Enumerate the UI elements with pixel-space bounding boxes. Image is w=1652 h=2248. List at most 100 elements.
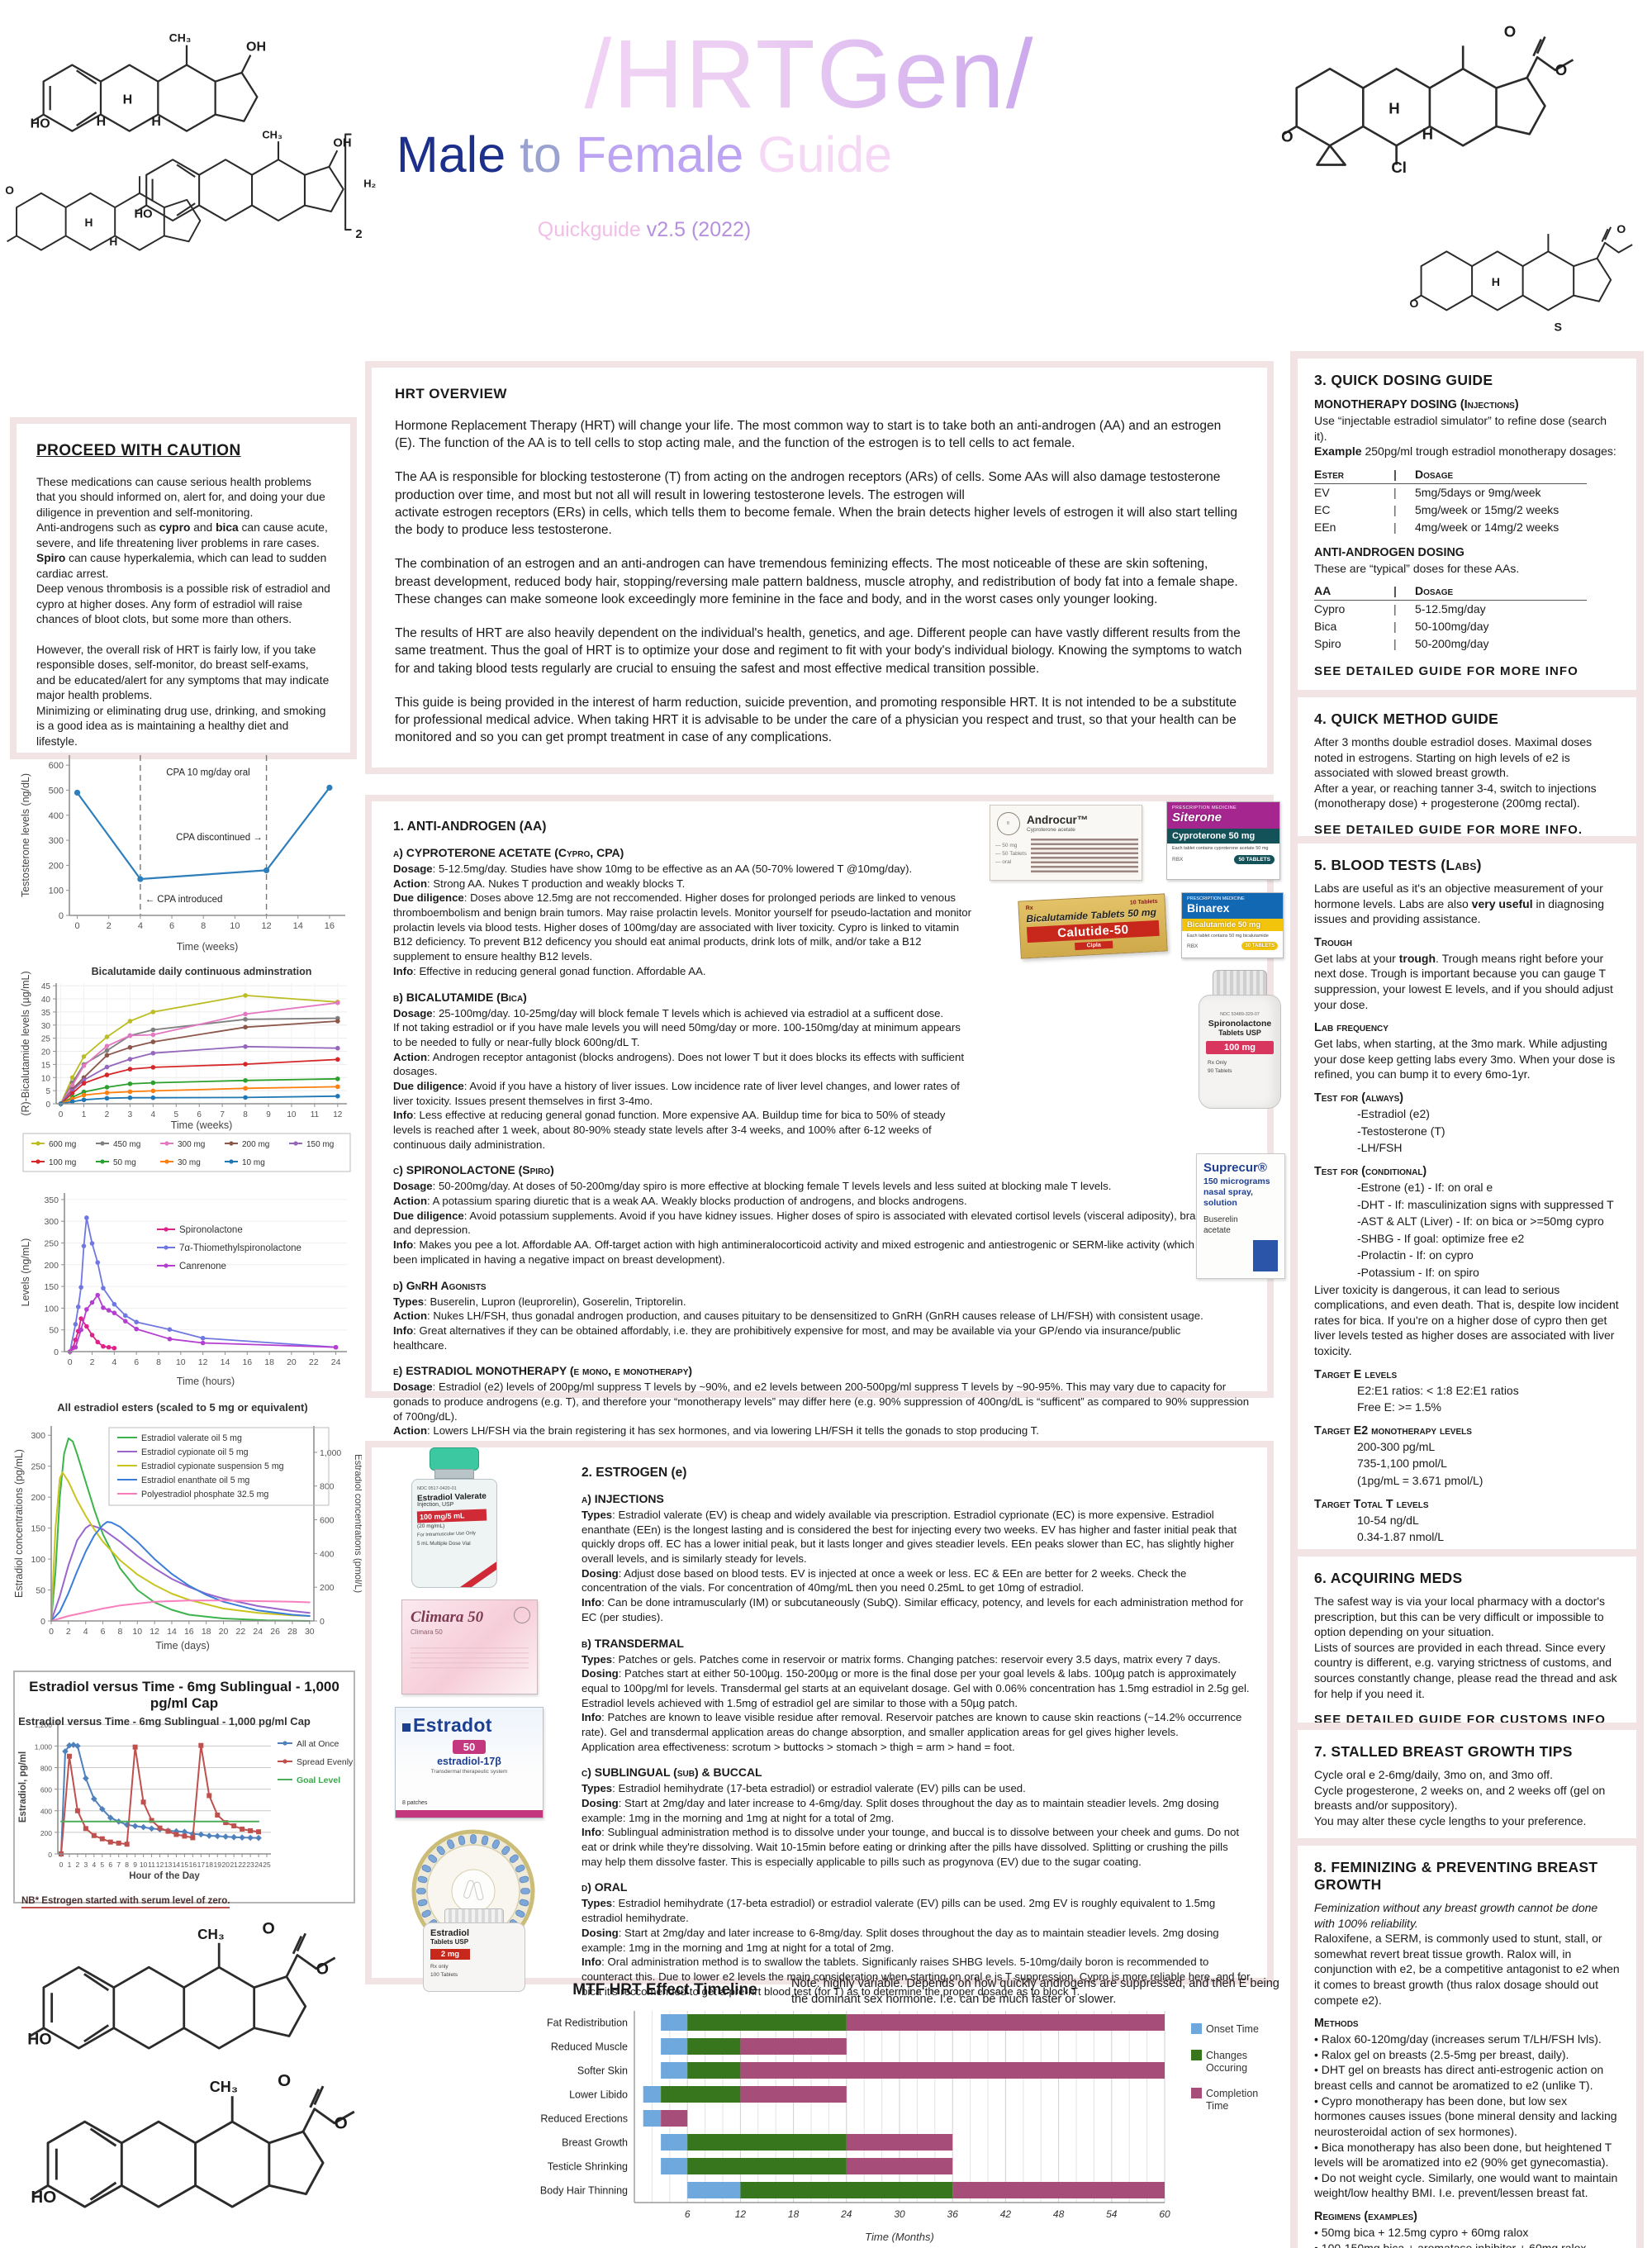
- svg-text:300: 300: [49, 836, 64, 846]
- box-subhead: Target E2 monotherapy levels: [1314, 1423, 1472, 1438]
- calutide-maker: Cipla: [1075, 940, 1113, 951]
- svg-text:10: 10: [140, 1861, 148, 1869]
- drug-line: Dosing: Adjust dose based on blood tests…: [582, 1566, 1187, 1595]
- svg-text:24: 24: [840, 2208, 852, 2220]
- svg-text:26: 26: [270, 1627, 280, 1637]
- androcur-package: B Androcur™ Cyproterone acetate — 50 mg …: [990, 805, 1142, 881]
- svg-text:16: 16: [242, 1357, 252, 1367]
- vial-route: For Intramuscular Use Only: [416, 1531, 476, 1538]
- svg-text:42: 42: [1000, 2208, 1012, 2220]
- svg-text:0: 0: [45, 1100, 50, 1110]
- svg-text:10: 10: [287, 1110, 297, 1119]
- svg-text:100 mg: 100 mg: [49, 1158, 76, 1167]
- svg-text:18: 18: [264, 1357, 274, 1367]
- svg-text:1,200: 1,200: [35, 1721, 53, 1729]
- indented-list: E2:E1 ratios: < 1:8 E2:E1 ratios Free E: …: [1314, 1383, 1620, 1415]
- quick-method-guide-box: 4. QUICK METHOD GUIDE After 3 months doub…: [1290, 690, 1644, 858]
- overview-paragraph: The AA is responsible for blocking testo…: [395, 470, 1238, 538]
- estradot-package: Estradot 50 estradiol-17β Transdermal th…: [395, 1707, 544, 1818]
- binarex-count: 30 TABLETS: [1241, 942, 1278, 950]
- svg-text:Levels (ng/mL): Levels (ng/mL): [20, 1238, 31, 1307]
- list-item: E2:E1 ratios: < 1:8 E2:E1 ratios: [1357, 1383, 1519, 1397]
- svg-text:Estradiol enanthate oil 5 mg: Estradiol enanthate oil 5 mg: [141, 1476, 249, 1485]
- table-row: Spiro | 50-200mg/day: [1314, 637, 1489, 651]
- vial-ndc: NDC 0517-0420-01: [417, 1486, 457, 1491]
- section1-body: a) CYPROTERONE ACETATE (Cypro, CPA) Dosag…: [393, 846, 1249, 1453]
- chem-svg: HO CH₃ OH H H H: [31, 31, 266, 132]
- svg-text:Testicle Shrinking: Testicle Shrinking: [548, 2161, 628, 2173]
- drug-heading: e) ESTRADIOL MONOTHERAPY (e mono, e mono…: [393, 1364, 693, 1378]
- svg-text:36: 36: [947, 2208, 959, 2220]
- vial-concentration: (20 mg/mL): [417, 1523, 445, 1529]
- indented-list: -Estrone (e1) - If: on oral e -DHT - If: …: [1314, 1180, 1620, 1281]
- chem-structure-estradiol-hemihydrate: CH₃OHHOH₂O2: [132, 122, 384, 248]
- svg-text:5: 5: [45, 1087, 50, 1096]
- list-item: -DHT - If: masculinization signs with su…: [1357, 1197, 1614, 1211]
- svg-text:0: 0: [59, 911, 64, 921]
- table-row: Cypro | 5-12.5mg/day: [1314, 602, 1486, 616]
- list-item: -AST & ALT (Liver) - If: on bica or >=50…: [1357, 1214, 1604, 1229]
- svg-text:4: 4: [92, 1861, 96, 1869]
- table-header: AA | Dosage: [1314, 582, 1587, 601]
- svg-text:8: 8: [125, 1861, 129, 1869]
- svg-text:1,000: 1,000: [320, 1448, 341, 1458]
- chem-structure-estradiol: HO CH₃ OH H H H: [28, 10, 292, 175]
- svg-text:0: 0: [48, 1851, 52, 1859]
- see-detailed-guide-note: SEE DETAILED GUIDE FOR MORE INFO: [1314, 664, 1578, 679]
- chart-sublingual-footnote: NB* Estrogen started with serum level of…: [21, 1896, 230, 1908]
- drug-line: Types: Estradiol valerate (EV) is cheap …: [582, 1509, 1237, 1566]
- svg-text:Cl: Cl: [1391, 159, 1407, 176]
- chem-structure-steroid-ketone: O H H: [3, 157, 230, 277]
- subtitle-to: to: [520, 126, 562, 183]
- svg-text:H: H: [85, 216, 93, 229]
- svg-text:0: 0: [49, 1627, 54, 1637]
- chart-sublingual: 0 1 2 3 4 5 6 7 8 9 10 11 12 13 14 15 16 17 18 19 20 21 22 23 24…: [15, 1713, 354, 1893]
- svg-text:O: O: [1409, 297, 1418, 311]
- svg-text:(R)-Bicalutamide levels (µg/mL: (R)-Bicalutamide levels (µg/mL): [20, 971, 31, 1115]
- drug-line: Action: A potassium sparing diuretic tha…: [393, 1195, 967, 1208]
- svg-text:2: 2: [76, 1861, 80, 1869]
- svg-text:400: 400: [320, 1549, 335, 1559]
- chem-svg: CH₃OHHOH₂O2: [134, 128, 384, 240]
- svg-text:0: 0: [59, 1861, 64, 1869]
- spiro-foot: Rx Only 90 Tablets: [1208, 1060, 1232, 1075]
- svg-text:8: 8: [243, 1110, 248, 1119]
- ebottle-name2: Tablets USP: [430, 1938, 469, 1946]
- svg-text:600: 600: [40, 1786, 52, 1794]
- svg-text:16: 16: [184, 1627, 194, 1637]
- drug-line: Types: Estradiol hemihydrate (17-beta es…: [582, 1782, 1026, 1795]
- svg-text:12: 12: [150, 1627, 159, 1637]
- svg-text:6: 6: [197, 1110, 202, 1119]
- svg-text:2: 2: [107, 921, 112, 931]
- box-paragraph: Get labs, when starting, at the 3mo mark…: [1314, 1037, 1616, 1081]
- chem-structure-cyproterone-acetate: O O O Cl H H: [1279, 7, 1586, 195]
- drug-line: Dosage: 5-12.5mg/day. Studies have show …: [393, 863, 913, 875]
- svg-text:Reduced Muscle: Reduced Muscle: [551, 2041, 628, 2053]
- anti-androgen-box: 1. ANTI-ANDROGEN (AA) a) CYPROTERONE ACE…: [365, 795, 1285, 1452]
- svg-text:0: 0: [40, 1617, 45, 1627]
- svg-text:500: 500: [49, 786, 64, 796]
- svg-text:21: 21: [230, 1861, 238, 1869]
- chart-svg: 0 1 2 3 4 5 6 7 8 9 10 11 12 13 14 15 16 17 18 19 20 21 22 23 24…: [18, 1715, 354, 1881]
- list-item: -Estradiol (e2): [1357, 1107, 1430, 1121]
- svg-text:300: 300: [44, 1217, 59, 1227]
- indented-list: -Estradiol (e2) -Testosterone (T) -LH/FSH: [1314, 1106, 1620, 1156]
- table-row: EC | 5mg/week or 15mg/2 weeks: [1314, 502, 1559, 516]
- svg-text:10: 10: [230, 921, 240, 931]
- svg-text:H: H: [123, 93, 133, 107]
- svg-text:6: 6: [134, 1357, 139, 1367]
- svg-text:200: 200: [40, 1829, 52, 1837]
- drug-line: Types: Estradiol hemihydrate (17-beta es…: [582, 1897, 1216, 1925]
- chart-bicalutamide-levels: 0 1 2 3 4 5 6 7 8 9 10 11 12 0 5 10 15 20 25 30 35 40 45 Bicalu…: [18, 965, 355, 1186]
- svg-text:400: 400: [49, 811, 64, 821]
- page-subtitle: Male to Female Guide: [314, 126, 975, 183]
- box-subhead: Trough: [1314, 935, 1352, 949]
- drug-entry: a) CYPROTERONE ACETATE (Cypro, CPA) Dosag…: [393, 846, 971, 979]
- vial-strength: 100 mg/5 mL: [416, 1509, 487, 1523]
- table-row: EV | 5mg/5days or 9mg/week: [1314, 485, 1541, 499]
- svg-text:16: 16: [189, 1861, 197, 1869]
- binarex-band: Bicalutamide 50 mg: [1182, 919, 1283, 931]
- chart-svg: 0 2 4 6 8 10 12 14 16 0 100 200 300 400 500 600 Time (we…: [20, 755, 345, 953]
- svg-text:H: H: [1492, 276, 1500, 289]
- caution-box: PROCEED WITH CAUTION These medications c…: [10, 417, 357, 759]
